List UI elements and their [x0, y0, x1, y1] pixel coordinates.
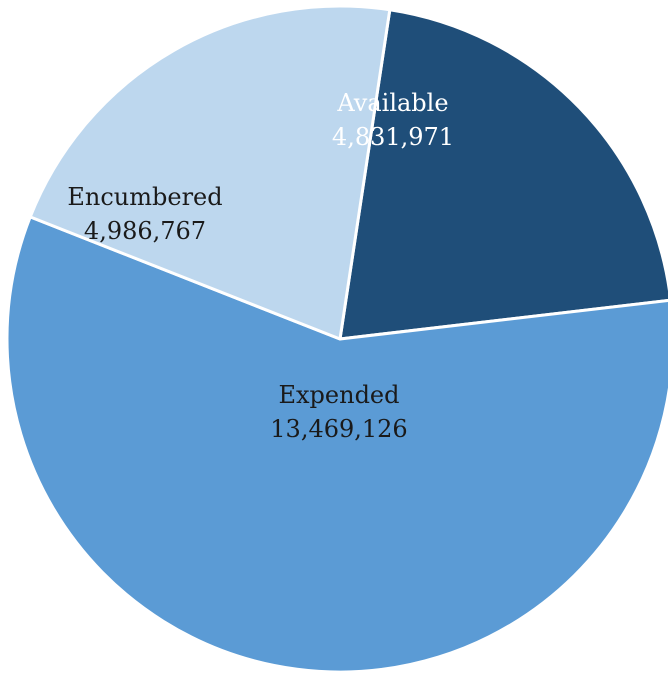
pie-slice-available: [338, 8, 668, 341]
pie-label-available: Available 4,831,971: [332, 89, 454, 151]
pie-label-category: Expended: [278, 381, 399, 409]
pie-label-category: Available: [336, 89, 448, 117]
pie-label-value: 13,469,126: [270, 415, 407, 443]
pie-slice-encumbered: [28, 4, 392, 341]
pie-label-category: Encumbered: [67, 183, 222, 211]
pie-slice-expended: [5, 215, 668, 673]
pie-label-encumbered: Encumbered 4,986,767: [67, 183, 222, 245]
pie-label-value: 4,986,767: [84, 217, 206, 245]
pie-label-expended: Expended 13,469,126: [270, 381, 407, 443]
pie-label-value: 4,831,971: [332, 123, 454, 151]
pie-labels: Available 4,831,971 Expended 13,469,126 Encu…: [67, 89, 454, 443]
pie-slices: [5, 4, 668, 673]
